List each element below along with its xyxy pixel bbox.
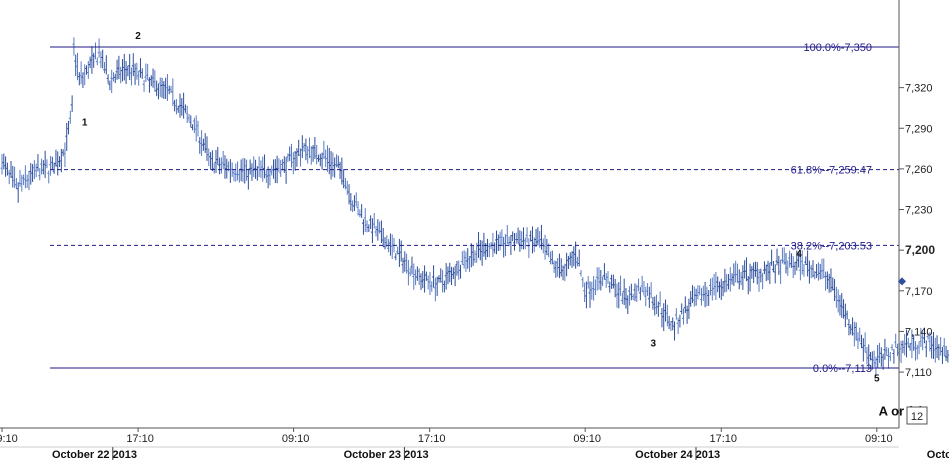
price-axis-label: 7,290: [905, 123, 933, 135]
fibonacci-levels: 100.0%-7,350 61.8%--7,259.47 38.2%--7,203.…: [50, 42, 899, 375]
price-axis-label: 7,230: [905, 205, 933, 217]
time-axis-label: 09:10: [282, 433, 310, 445]
time-axis-label: 17:10: [418, 433, 446, 445]
time-axis-label: 17:10: [710, 433, 738, 445]
ohlc-bars: [0, 37, 949, 377]
time-axis: 09:1017:1009:1017:1009:1017:1009:1017:10…: [0, 427, 949, 461]
axis-box: [906, 406, 928, 425]
price-axis-label: 7,110: [905, 367, 932, 379]
date-label: October 25 2013: [927, 449, 949, 461]
date-label: October 22 2013: [52, 449, 137, 461]
wave-label: 1: [82, 118, 88, 129]
wave-label: 3: [650, 338, 656, 349]
price-axis: 7,320 7,290 7,260 7,230 7,200 7,170 7,140 7,110…: [898, 0, 935, 428]
fib-label: 61.8%--7,259.47: [791, 165, 872, 177]
fib-label: 38.2%--7,203.53: [791, 240, 872, 252]
price-axis-label: 7,320: [905, 83, 933, 95]
wave-label: 4: [796, 249, 802, 260]
price-axis-label: 7,260: [905, 164, 933, 176]
time-axis-label: 09:10: [0, 433, 18, 445]
time-axis-label: 09:10: [573, 433, 601, 445]
fib-label: 100.0%-7,350: [804, 42, 873, 54]
current-price-marker: [898, 277, 906, 286]
date-label: October 24 2013: [635, 449, 720, 461]
price-axis-label: 7,140: [905, 326, 933, 338]
time-axis-label: 17:10: [126, 433, 154, 445]
price-axis-label: 7,170: [905, 286, 933, 298]
wave-label: 5: [874, 374, 880, 385]
date-label: October 23 2013: [344, 449, 429, 461]
price-axis-label: 7,200: [905, 243, 935, 257]
axis-box-label: 12: [911, 411, 923, 423]
wave-label: 2: [135, 31, 141, 42]
fib-label: 0.0%--7,113: [813, 363, 872, 375]
time-axis-label: 09:10: [865, 433, 893, 445]
